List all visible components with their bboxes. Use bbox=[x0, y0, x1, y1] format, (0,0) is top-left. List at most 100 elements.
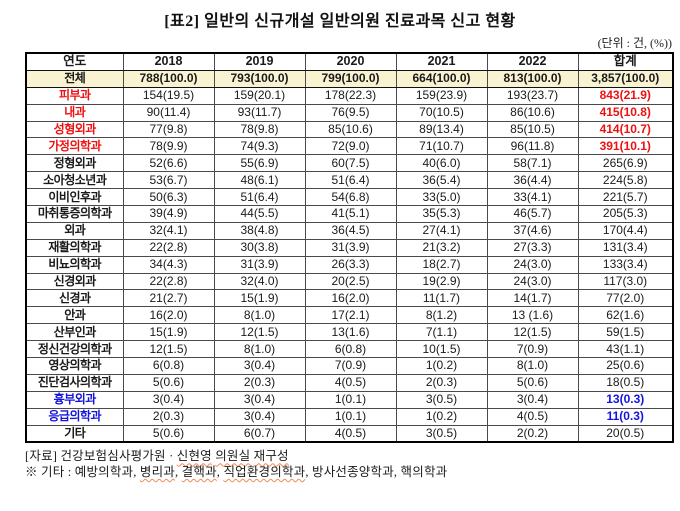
value-cell: 54(6.8) bbox=[304, 188, 397, 207]
value-cell: 3(0.4) bbox=[122, 390, 215, 409]
value-cell: 86(10.6) bbox=[486, 103, 579, 122]
value-cell: 76(9.5) bbox=[304, 103, 397, 122]
footnote-text: , 방사선종양학과, 핵의학과 bbox=[305, 464, 448, 479]
table-row: 진단검사의학과 5(0.6) 2(0.3) 4(0.5) 2(0.3) 5(0.6) 18(… bbox=[25, 373, 674, 392]
value-cell: 20(2.5) bbox=[304, 272, 397, 291]
row-label: 영상의학과 bbox=[25, 357, 124, 375]
row-label: 가정의학과 bbox=[25, 137, 124, 156]
table-row: 신경과 21(2.7) 15(1.9) 16(2.0) 11(1.7) 14(1.7) 77… bbox=[25, 289, 674, 308]
total-cell: 265(6.9) bbox=[577, 154, 674, 173]
total-cell: 221(5.7) bbox=[577, 188, 674, 207]
col-header-2021: 2021 bbox=[395, 52, 488, 71]
value-cell: 32(4.0) bbox=[213, 272, 306, 291]
table-row: 이비인후과 50(6.3) 51(6.4) 54(6.8) 33(5.0) 33(4.1)… bbox=[25, 188, 674, 207]
value-cell: 32(4.1) bbox=[122, 221, 215, 240]
value-cell: 72(9.0) bbox=[304, 137, 397, 156]
value-cell: 34(4.3) bbox=[122, 255, 215, 274]
value-cell: 85(10.5) bbox=[486, 120, 579, 139]
spellcheck-underlined-text: 직업환경의학과 bbox=[223, 464, 306, 479]
table-row: 내과 90(11.4) 93(11.7) 76(9.5) 70(10.5) 86(10.6… bbox=[25, 103, 674, 122]
value-cell: 7(1.1) bbox=[395, 323, 488, 342]
value-cell: 3(0.5) bbox=[395, 424, 488, 443]
row-label: 흉부외과 bbox=[25, 390, 124, 409]
unit-note: (단위 : 건, (%)) bbox=[597, 36, 672, 50]
footnote-text: ※ 기타 : 예방의학과, bbox=[25, 464, 140, 479]
spellcheck-underlined-text: 결핵과 bbox=[181, 464, 217, 479]
total-cell: 170(4.4) bbox=[577, 221, 674, 240]
value-cell: 22(2.8) bbox=[122, 272, 215, 291]
value-cell: 5(0.6) bbox=[122, 373, 215, 392]
value-cell: 5(0.6) bbox=[486, 373, 579, 392]
row-label: 외과 bbox=[25, 221, 124, 240]
footnote-text: , bbox=[216, 464, 224, 479]
value-cell: 2(0.2) bbox=[486, 424, 579, 443]
total-cell: 117(3.0) bbox=[577, 272, 674, 291]
value-cell: 96(11.8) bbox=[486, 137, 579, 156]
value-cell: 1(0.2) bbox=[395, 357, 488, 375]
row-label: 안과 bbox=[25, 306, 124, 325]
spellcheck-underlined-text: 병리과 bbox=[139, 464, 176, 479]
row-label: 마취통증의학과 bbox=[25, 205, 124, 223]
table-body: 전체 788(100.0) 793(100.0) 799(100.0) 664(100.… bbox=[25, 69, 674, 443]
value-cell: 70(10.5) bbox=[395, 103, 488, 122]
total-cell: 205(5.3) bbox=[577, 205, 674, 223]
table-row: 정신건강의학과 12(1.5) 8(1.0) 6(0.8) 10(1.5) 7(0.9) 4… bbox=[25, 340, 674, 359]
value-cell: 21(3.2) bbox=[395, 238, 488, 257]
value-cell: 15(1.9) bbox=[213, 289, 306, 308]
value-cell: 813(100.0) bbox=[486, 69, 579, 88]
value-cell: 22(2.8) bbox=[122, 238, 215, 257]
value-cell: 51(6.4) bbox=[213, 188, 306, 207]
total-cell: 133(3.4) bbox=[577, 255, 674, 274]
row-label: 비뇨의학과 bbox=[25, 255, 124, 274]
value-cell: 85(10.6) bbox=[304, 120, 397, 139]
value-cell: 8(1.2) bbox=[395, 306, 488, 325]
spellcheck-underlined-text: 신현영 bbox=[176, 449, 212, 464]
value-cell: 17(2.1) bbox=[304, 306, 397, 325]
value-cell: 51(6.4) bbox=[304, 171, 397, 190]
total-cell: 391(10.1) bbox=[577, 137, 674, 156]
value-cell: 793(100.0) bbox=[213, 69, 306, 88]
value-cell: 159(20.1) bbox=[213, 86, 306, 105]
footnote-text: , bbox=[175, 464, 182, 479]
table-header-row: 연도 2018 2019 2020 2021 2022 합계 bbox=[25, 52, 674, 71]
value-cell: 5(0.6) bbox=[122, 424, 215, 443]
total-cell: 11(0.3) bbox=[577, 407, 674, 426]
value-cell: 159(23.9) bbox=[395, 86, 488, 105]
value-cell: 11(1.7) bbox=[395, 289, 488, 308]
value-cell: 6(0.8) bbox=[304, 340, 397, 359]
value-cell: 74(9.3) bbox=[213, 137, 306, 156]
row-label: 전체 bbox=[25, 69, 124, 88]
value-cell: 12(1.5) bbox=[213, 323, 306, 342]
value-cell: 1(0.2) bbox=[395, 407, 488, 426]
value-cell: 46(5.7) bbox=[486, 205, 579, 223]
value-cell: 664(100.0) bbox=[395, 69, 488, 88]
table-row: 기타 5(0.6) 6(0.7) 4(0.5) 3(0.5) 2(0.2) 20(0.5) bbox=[25, 424, 674, 443]
spellcheck-underlined-text: 의원실 bbox=[215, 449, 251, 464]
value-cell: 30(3.8) bbox=[213, 238, 306, 257]
row-label: 정형외과 bbox=[25, 154, 124, 173]
total-cell: 18(0.5) bbox=[577, 373, 674, 392]
value-cell: 38(4.8) bbox=[213, 221, 306, 240]
value-cell: 193(23.7) bbox=[486, 86, 579, 105]
value-cell: 36(4.4) bbox=[486, 171, 579, 190]
total-cell: 25(0.6) bbox=[577, 357, 674, 375]
value-cell: 31(3.9) bbox=[213, 255, 306, 274]
value-cell: 4(0.5) bbox=[304, 373, 397, 392]
value-cell: 788(100.0) bbox=[122, 69, 215, 88]
total-cell: 62(1.6) bbox=[577, 306, 674, 325]
department-report-table: 연도 2018 2019 2020 2021 2022 합계 전체 788(100… bbox=[25, 52, 674, 444]
value-cell: 19(2.9) bbox=[395, 272, 488, 291]
value-cell: 4(0.5) bbox=[486, 407, 579, 426]
value-cell: 799(100.0) bbox=[304, 69, 397, 88]
row-label: 내과 bbox=[25, 103, 124, 122]
value-cell: 52(6.6) bbox=[122, 154, 215, 173]
row-label: 피부과 bbox=[25, 86, 124, 105]
value-cell: 58(7.1) bbox=[486, 154, 579, 173]
total-cell: 414(10.7) bbox=[577, 120, 674, 139]
table-row: 마취통증의학과 39(4.9) 44(5.5) 41(5.1) 35(5.3) 46(5.… bbox=[25, 205, 674, 223]
value-cell: 7(0.9) bbox=[486, 340, 579, 359]
table-row: 가정의학과 78(9.9) 74(9.3) 72(9.0) 71(10.7) 96(11.… bbox=[25, 137, 674, 156]
value-cell: 44(5.5) bbox=[213, 205, 306, 223]
row-label: 기타 bbox=[25, 424, 124, 443]
table-row: 외과 32(4.1) 38(4.8) 36(4.5) 27(4.1) 37(4.6) 170… bbox=[25, 221, 674, 240]
